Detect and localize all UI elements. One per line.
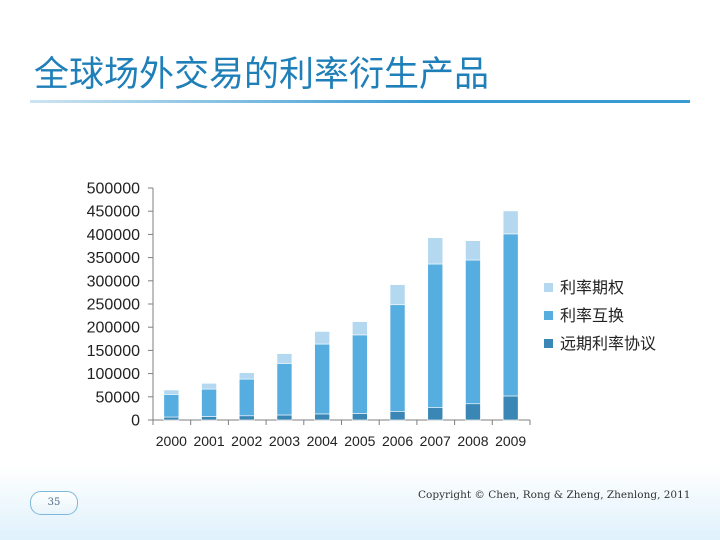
bar-segment: [276, 414, 293, 421]
bar-segment: [502, 395, 519, 421]
x-tick-label: 2000: [156, 433, 187, 449]
bar-segment: [276, 353, 293, 364]
x-tick-label: 2002: [231, 433, 262, 449]
y-tick-label: 450000: [87, 204, 140, 221]
bar-segment: [427, 263, 444, 408]
bar-segment: [314, 343, 330, 415]
x-tick-label: 2006: [382, 433, 413, 449]
bar-segment: [201, 382, 217, 390]
x-tick-label: 2007: [420, 433, 451, 449]
copyright-text: Copyright © Chen, Rong & Zheng, Zhenlong…: [418, 489, 691, 501]
bar-segment: [427, 237, 444, 265]
bar-segment: [465, 403, 481, 421]
legend-label: 利率互换: [560, 306, 624, 325]
bar-segment: [389, 411, 406, 421]
bar-segment: [238, 378, 255, 417]
legend-label: 利率期权: [560, 278, 624, 297]
bar-segment: [352, 334, 368, 414]
footer-band: [0, 466, 720, 540]
bar-segment: [201, 416, 217, 421]
bar-segment: [352, 321, 368, 336]
y-tick-label: 250000: [87, 297, 140, 314]
bar-segment: [389, 304, 406, 412]
y-tick-label: 200000: [87, 320, 140, 337]
bar-segment: [314, 331, 330, 345]
x-tick-label: 2008: [457, 433, 488, 449]
x-tick-label: 2003: [269, 433, 300, 449]
y-tick-label: 0: [131, 413, 140, 430]
x-tick-label: 2001: [193, 433, 224, 449]
bar-segment: [502, 210, 519, 235]
legend-swatch: [544, 339, 553, 348]
bar-segment: [465, 240, 481, 261]
legend-swatch: [544, 283, 553, 292]
slide-title: 全球场外交易的利率衍生产品: [34, 55, 490, 95]
legend-label: 远期利率协议: [560, 334, 656, 353]
y-tick-label: 100000: [87, 366, 140, 383]
title-underline: [30, 100, 690, 103]
bar-segment: [163, 394, 180, 418]
bar-segment: [201, 388, 217, 417]
bar-segment: [314, 413, 330, 421]
bar-segment: [276, 363, 293, 416]
bar-segment: [389, 284, 406, 306]
bar-segment: [502, 233, 519, 397]
x-tick-label: 2005: [344, 433, 375, 449]
bar-segment: [238, 415, 255, 421]
bar-segment: [238, 372, 255, 380]
page-number-badge: 35: [30, 491, 78, 515]
y-tick-label: 350000: [87, 250, 140, 267]
bar-segment: [163, 416, 180, 421]
legend-swatch: [544, 311, 553, 320]
bar-segment: [465, 259, 481, 405]
x-tick-label: 2009: [495, 433, 526, 449]
y-tick-label: 400000: [87, 227, 140, 244]
bar-segment: [163, 389, 180, 395]
y-tick-label: 500000: [87, 181, 140, 198]
bar-segment: [352, 413, 368, 421]
y-tick-label: 50000: [96, 389, 141, 406]
stacked-bar-chart: 0 50000 100000 150000 200000 250000 300000 3500…: [87, 181, 656, 450]
y-tick-label: 300000: [87, 273, 140, 290]
x-tick-label: 2004: [307, 433, 338, 449]
bar-segment: [427, 407, 444, 421]
y-tick-label: 150000: [87, 343, 140, 360]
